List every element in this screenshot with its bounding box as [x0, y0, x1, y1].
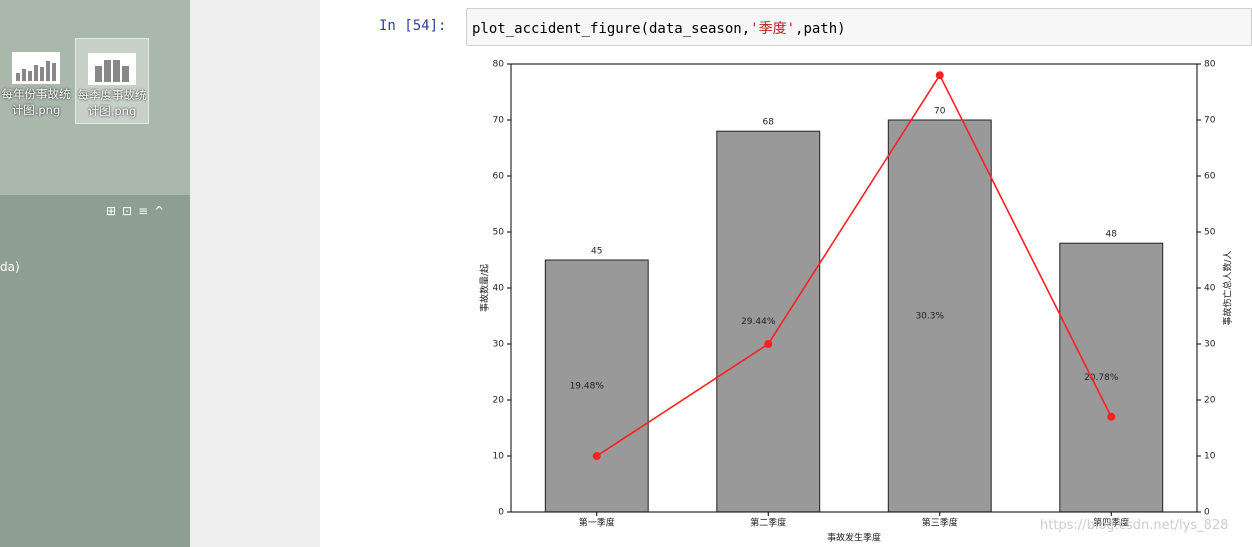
x-axis-label: 事故发生季度: [827, 532, 881, 544]
data-label: 48: [1106, 230, 1118, 240]
watermark: https://blog.csdn.net/lys_828: [1040, 518, 1229, 533]
bar: [716, 130, 821, 513]
margin: [190, 0, 320, 547]
file-name: 计图.png: [87, 104, 137, 118]
code-string: '季度': [750, 21, 796, 37]
axes-frame: [510, 63, 1198, 513]
cell-prompt: In [54]:: [379, 18, 447, 34]
file-icon[interactable]: 每年份事故统 计图.png: [0, 38, 72, 122]
x-tick-label: 第四季度: [1093, 517, 1129, 529]
code: ,path): [795, 21, 846, 37]
x-tick-label: 第三季度: [922, 517, 958, 529]
y2-tick-label: 0: [1204, 508, 1210, 518]
marker: [1107, 412, 1116, 421]
y2-tick-label: 30: [1204, 340, 1216, 350]
x-tick-label: 第一季度: [579, 517, 615, 529]
y2-tick-label: 50: [1204, 228, 1216, 238]
y2-tick-label: 10: [1204, 452, 1216, 462]
y2-tick-label: 70: [1204, 116, 1216, 126]
desktop: 每年份事故统 计图.png 每季度事故统 计图.png: [0, 0, 190, 195]
share-label: 30.3%: [915, 312, 944, 322]
y2-tick-label: 40: [1204, 284, 1216, 294]
pane-toolbar[interactable]: ⊞⊡≡^: [106, 204, 171, 218]
y2-tick-label: 80: [1204, 60, 1216, 70]
y2-tick-label: 20: [1204, 396, 1216, 406]
y-tick-label: 80: [493, 60, 505, 70]
file-name: 每季度事故统: [77, 88, 147, 102]
share-label: 29.44%: [741, 317, 776, 327]
side-pane: [0, 195, 190, 547]
bar: [1059, 242, 1164, 513]
share-label: 19.48%: [570, 382, 605, 392]
data-label: 45: [591, 247, 602, 257]
marker: [935, 71, 944, 80]
y-tick-label: 20: [493, 396, 505, 406]
y-tick-label: 70: [493, 116, 505, 126]
y-axis-label: 事故数量/起: [479, 264, 491, 312]
y2-axis-label: 事故伤亡总人数/人: [1222, 250, 1234, 325]
bar: [887, 119, 992, 513]
chart: 0 10 20 30 40 50 60 70 80 0 10 20 30 40 50 60 70 80 第一季度 第二…: [479, 60, 1234, 544]
y-tick-label: 30: [493, 340, 505, 350]
data-label: 68: [763, 118, 775, 128]
pane-text: da): [0, 260, 20, 274]
marker: [592, 452, 601, 460]
code: plot_accident_figure(data_season,: [472, 21, 751, 37]
y-tick-label: 10: [493, 452, 505, 462]
marker: [764, 340, 773, 348]
code-cell[interactable]: plot_accident_figure(data_season,'季度',pa…: [466, 8, 1252, 46]
data-label: 70: [934, 107, 946, 117]
y-tick-label: 40: [493, 284, 505, 294]
file-icon[interactable]: 每季度事故统 计图.png: [75, 38, 149, 124]
bar: [544, 259, 649, 513]
y2-tick-label: 60: [1204, 172, 1216, 182]
y-tick-label: 0: [498, 508, 504, 518]
line: [596, 73, 1112, 457]
y-tick-label: 60: [493, 172, 505, 182]
file-name: 计图.png: [11, 103, 61, 117]
file-name: 每年份事故统: [1, 87, 71, 101]
share-label: 20.78%: [1084, 373, 1119, 383]
x-tick-label: 第二季度: [750, 517, 786, 529]
y-tick-label: 50: [493, 228, 505, 238]
